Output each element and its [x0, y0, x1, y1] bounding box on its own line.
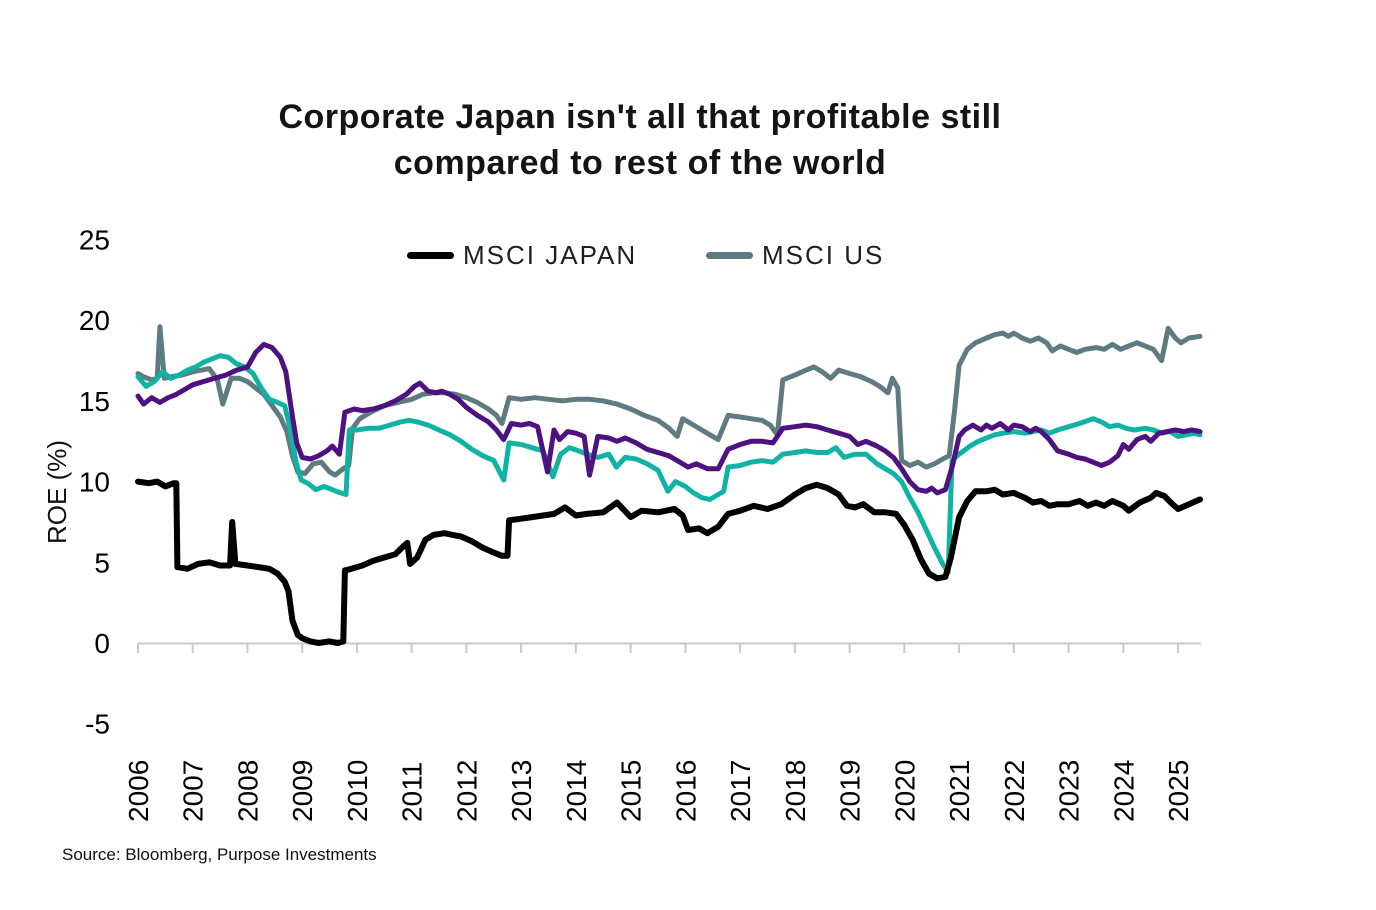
series-purple-line — [135, 341, 1203, 496]
y-tick-label: 20 — [79, 305, 110, 336]
y-tick-label: 0 — [94, 628, 110, 659]
x-tick-label: 2018 — [780, 760, 811, 822]
x-tick-label: 2014 — [561, 760, 592, 822]
x-tick-label: 2013 — [506, 760, 537, 822]
x-tick-label: 2012 — [451, 760, 482, 822]
x-tick-label: 2020 — [889, 760, 920, 822]
x-tick-label: 2019 — [835, 760, 866, 822]
chart-title-line1: Corporate Japan isn't all that profitabl… — [278, 98, 1002, 136]
x-tick-label: 2022 — [999, 760, 1030, 822]
chart-title: Corporate Japan isn't all that profitabl… — [0, 94, 1280, 186]
x-tick-label: 2009 — [287, 760, 318, 822]
x-tick-label: 2006 — [123, 760, 154, 822]
chart-title-line2: compared to rest of the world — [393, 144, 887, 182]
legend-label-msci-us: MSCI US — [762, 239, 885, 270]
x-tick-label: 2011 — [397, 762, 428, 822]
x-tick-label: 2025 — [1163, 760, 1194, 822]
x-tick-label: 2016 — [670, 760, 701, 822]
x-tick-label: 2024 — [1108, 760, 1139, 822]
x-tick-label: 2008 — [232, 760, 263, 822]
y-tick-label: 10 — [79, 467, 110, 498]
x-tick-label: 2021 — [944, 760, 975, 822]
y-tick-label: 5 — [94, 547, 110, 578]
series-teal-line — [135, 353, 1203, 575]
y-tick-label: 15 — [79, 386, 110, 417]
msci-japan-line-swatch — [407, 251, 454, 259]
series-msci-us-line — [135, 324, 1203, 478]
msci-us-line-swatch — [706, 251, 753, 259]
x-tick-label: 2023 — [1054, 760, 1085, 822]
legend-item-msci-us: MSCI US — [706, 240, 884, 270]
legend-label-msci-japan: MSCI JAPAN — [463, 239, 638, 270]
y-axis-label: ROE (%) — [42, 440, 72, 544]
series-msci-japan-line — [135, 478, 1203, 646]
x-tick-label: 2017 — [725, 760, 756, 822]
legend-item-msci-japan: MSCI JAPAN — [407, 240, 637, 270]
y-tick-label: -5 — [85, 709, 110, 740]
y-tick-label: 25 — [79, 225, 110, 256]
x-tick-label: 2015 — [616, 760, 647, 822]
x-tick-label: 2007 — [178, 760, 209, 822]
source-note: Source: Bloomberg, Purpose Investments — [62, 845, 377, 864]
x-tick-label: 2010 — [342, 760, 373, 822]
legend: MSCI JAPAN MSCI US — [0, 240, 1376, 270]
